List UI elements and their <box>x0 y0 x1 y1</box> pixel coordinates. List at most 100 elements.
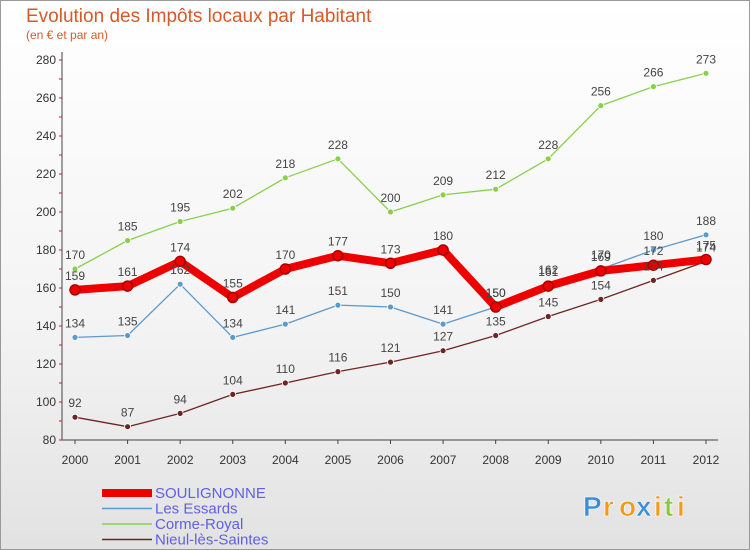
data-label: 170 <box>591 248 611 262</box>
data-label: 134 <box>223 316 243 330</box>
y-tick-label: 80 <box>43 433 57 447</box>
data-label: 121 <box>380 341 400 355</box>
y-tick-label: 260 <box>36 91 56 105</box>
data-label: 273 <box>696 52 716 66</box>
y-tick-label: 120 <box>36 357 56 371</box>
data-label: 169 <box>591 250 611 264</box>
data-label: 164 <box>643 259 663 273</box>
data-point <box>174 255 186 268</box>
data-point <box>334 301 342 309</box>
data-label: 110 <box>276 362 295 376</box>
series-lines <box>69 69 712 431</box>
x-tick-label: 2002 <box>167 453 194 467</box>
x-tick-label: 2009 <box>535 453 562 467</box>
x-tick-label: 2000 <box>62 453 89 467</box>
data-point <box>544 155 552 163</box>
data-point <box>71 333 79 341</box>
data-point <box>69 284 81 296</box>
data-label: 162 <box>170 263 190 277</box>
data-label: 200 <box>380 191 400 205</box>
logo-letter: P <box>583 491 602 522</box>
y-tick-label: 100 <box>36 395 56 409</box>
data-label: 145 <box>538 296 558 310</box>
y-tick-label: 280 <box>36 53 56 67</box>
data-point <box>492 185 500 193</box>
data-label: 135 <box>486 315 506 329</box>
y-tick-label: 240 <box>36 129 56 143</box>
data-point <box>176 218 184 225</box>
data-label: 150 <box>486 286 506 300</box>
data-label: 94 <box>173 392 187 406</box>
data-point <box>650 83 657 90</box>
x-tick-label: 2007 <box>430 453 457 467</box>
y-tick-label: 220 <box>36 167 56 181</box>
data-point <box>647 259 660 271</box>
data-label: 161 <box>118 265 138 279</box>
data-label: 92 <box>68 396 82 410</box>
logo-letter: x <box>636 491 652 522</box>
data-label: 170 <box>275 248 295 262</box>
data-label: 212 <box>486 168 506 182</box>
data-point <box>229 333 237 341</box>
data-label: 127 <box>433 330 453 344</box>
data-label: 175 <box>696 239 716 253</box>
legend-label-1: Les Essards <box>155 501 238 518</box>
data-point <box>281 379 289 387</box>
legend-label-0: SOULIGNONNE <box>155 485 266 502</box>
data-point <box>332 249 344 262</box>
data-point <box>439 191 447 199</box>
data-label: 188 <box>696 214 716 228</box>
data-label: 195 <box>170 201 190 215</box>
data-point <box>439 320 447 328</box>
data-label: 174 <box>170 240 190 254</box>
data-point <box>387 358 394 366</box>
x-tick-label: 2005 <box>325 453 352 467</box>
data-label: 173 <box>380 242 400 256</box>
data-label: 172 <box>643 244 663 258</box>
data-label: 170 <box>65 248 85 262</box>
logo-letter: i <box>654 491 662 522</box>
data-label: 180 <box>433 229 453 243</box>
data-label: 256 <box>591 85 611 99</box>
data-point <box>334 155 342 163</box>
data-point <box>702 231 710 239</box>
data-label: 135 <box>118 315 138 329</box>
data-label: 141 <box>275 303 295 317</box>
x-tick-label: 2010 <box>587 453 614 467</box>
data-point <box>227 291 239 304</box>
chart-subtitle: (en € et par an) <box>26 28 108 42</box>
data-label: 161 <box>538 265 558 279</box>
logo-letter: o <box>619 491 636 522</box>
data-label: 155 <box>223 277 243 291</box>
data-point <box>387 303 394 311</box>
data-point <box>124 332 131 339</box>
data-point <box>71 265 79 273</box>
data-label: 150 <box>380 286 400 300</box>
data-point <box>700 253 712 266</box>
data-label: 87 <box>121 406 135 420</box>
x-tick-label: 2008 <box>482 453 509 467</box>
data-point <box>229 204 237 212</box>
data-point <box>437 244 449 256</box>
data-label: 151 <box>328 284 348 298</box>
data-label: 154 <box>591 278 611 292</box>
data-point <box>544 313 552 320</box>
data-label: 150 <box>486 286 506 300</box>
data-label: 228 <box>538 138 558 152</box>
legend-label-3: Nieul-lès-Saintes <box>155 532 268 549</box>
data-point <box>71 413 79 421</box>
data-label: 159 <box>65 269 85 283</box>
data-label: 209 <box>433 174 453 188</box>
data-label: 104 <box>223 373 243 387</box>
data-point <box>542 280 554 292</box>
data-label: 185 <box>118 220 138 234</box>
y-tick-label: 180 <box>36 243 56 257</box>
data-point <box>492 332 500 339</box>
y-tick-label: 140 <box>36 319 56 333</box>
data-label: 202 <box>223 187 243 201</box>
